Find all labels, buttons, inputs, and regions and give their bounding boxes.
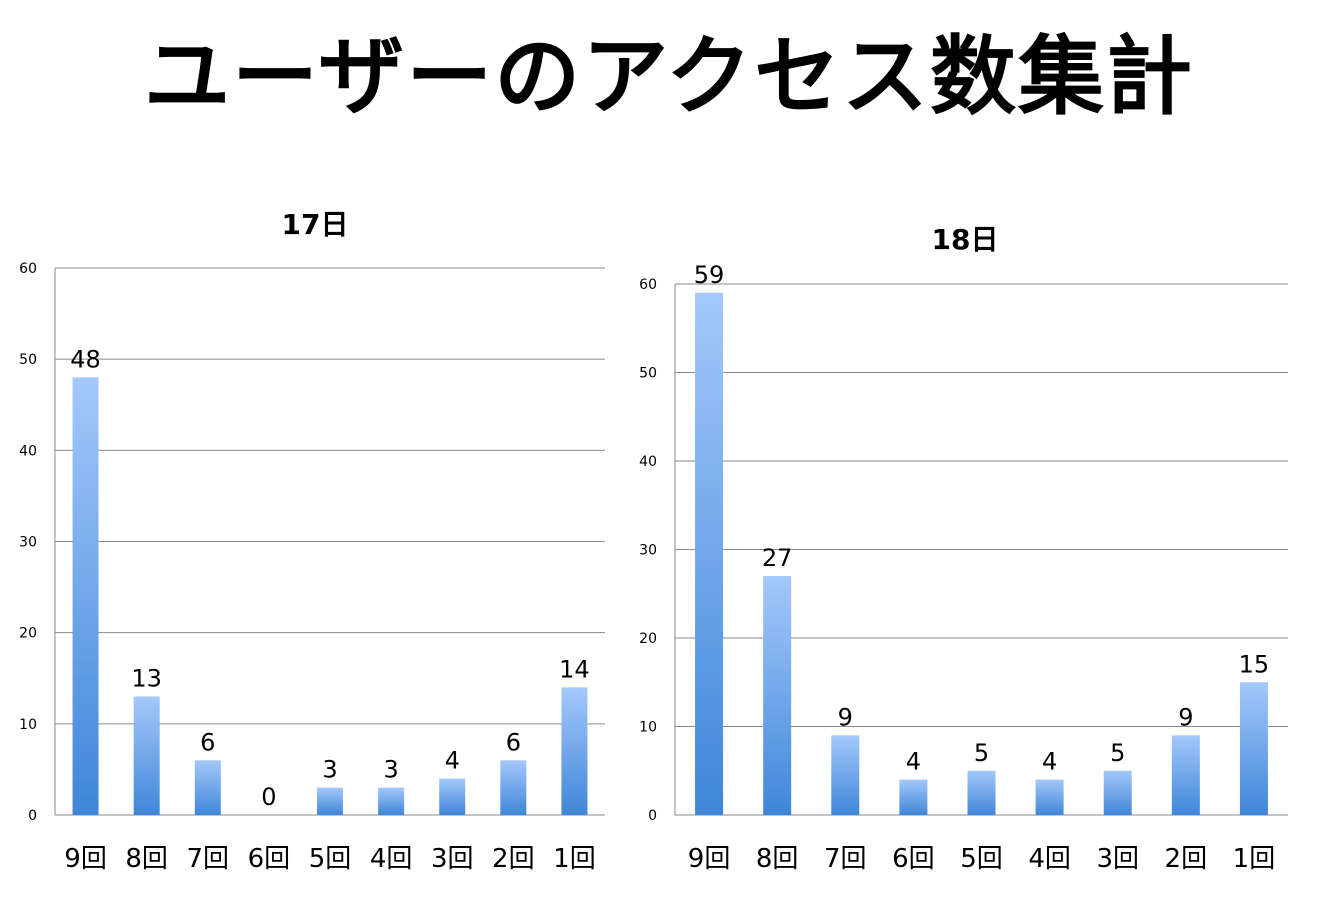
bar bbox=[899, 779, 928, 815]
bar bbox=[378, 787, 405, 815]
y-tick-label: 10 bbox=[19, 717, 37, 733]
data-label: 48 bbox=[70, 345, 101, 373]
data-label: 59 bbox=[694, 261, 725, 289]
bar bbox=[1171, 735, 1200, 815]
y-tick-label: 0 bbox=[648, 808, 657, 824]
x-tick-label: 2回 bbox=[492, 844, 535, 874]
x-tick-label: 6回 bbox=[248, 844, 291, 874]
y-tick-label: 20 bbox=[639, 631, 657, 647]
data-label: 6 bbox=[506, 728, 521, 756]
data-label: 4 bbox=[906, 748, 921, 776]
data-label: 27 bbox=[762, 544, 793, 572]
data-label: 9 bbox=[1178, 703, 1193, 731]
bar bbox=[1239, 682, 1268, 815]
chart-18: 18日 0 10 20 30 40 50 60 59 9回 27 8回 9 7回 4 6回 5 5回 4 4回 5 3回 9… bbox=[639, 223, 1288, 874]
x-tick-label: 6回 bbox=[892, 844, 935, 874]
data-label: 9 bbox=[838, 703, 853, 731]
bar bbox=[1103, 770, 1132, 815]
bar bbox=[967, 770, 996, 815]
y-tick-label: 0 bbox=[28, 808, 37, 824]
data-label: 5 bbox=[1110, 739, 1125, 767]
bar bbox=[695, 292, 724, 816]
data-label: 5 bbox=[974, 739, 989, 767]
bar bbox=[72, 377, 99, 815]
x-tick-label: 9回 bbox=[64, 844, 107, 874]
bar bbox=[439, 778, 466, 815]
x-tick-label: 8回 bbox=[756, 844, 799, 874]
x-tick-label: 8回 bbox=[125, 844, 168, 874]
data-label: 15 bbox=[1239, 650, 1270, 678]
data-label: 6 bbox=[200, 728, 215, 756]
chart-title: 18日 bbox=[932, 223, 999, 256]
data-label: 3 bbox=[322, 756, 337, 784]
y-tick-label: 60 bbox=[639, 277, 657, 293]
bar bbox=[194, 760, 221, 815]
y-tick-label: 50 bbox=[19, 352, 37, 368]
data-label: 14 bbox=[559, 655, 590, 683]
data-label: 13 bbox=[131, 664, 162, 692]
y-tick-label: 30 bbox=[639, 543, 657, 559]
bar bbox=[831, 735, 860, 815]
x-tick-label: 5回 bbox=[309, 844, 352, 874]
y-tick-label: 60 bbox=[19, 261, 37, 277]
x-tick-label: 5回 bbox=[960, 844, 1003, 874]
x-tick-label: 3回 bbox=[431, 844, 474, 874]
bar bbox=[1035, 779, 1064, 815]
data-label: 3 bbox=[383, 756, 398, 784]
y-tick-label: 30 bbox=[19, 535, 37, 551]
x-tick-label: 4回 bbox=[370, 844, 413, 874]
x-tick-label: 7回 bbox=[824, 844, 867, 874]
page-title: ユーザーのアクセス数集計 bbox=[144, 27, 1194, 127]
x-tick-label: 9回 bbox=[688, 844, 731, 874]
bar bbox=[561, 687, 588, 815]
x-tick-label: 2回 bbox=[1165, 844, 1208, 874]
data-label: 4 bbox=[1042, 748, 1057, 776]
chart-17: 17日 0 10 20 30 40 50 60 48 9回 13 8回 6 7回 0 6回 3 5回 3 4回 4 3回 6… bbox=[19, 208, 605, 874]
data-label: 0 bbox=[261, 783, 276, 811]
x-tick-label: 1回 bbox=[1233, 844, 1276, 874]
y-tick-label: 10 bbox=[639, 720, 657, 736]
y-tick-label: 40 bbox=[19, 443, 37, 459]
y-tick-label: 50 bbox=[639, 366, 657, 382]
y-tick-label: 40 bbox=[639, 454, 657, 470]
bar bbox=[763, 576, 792, 815]
x-tick-label: 4回 bbox=[1028, 844, 1071, 874]
bar bbox=[133, 696, 160, 815]
bar bbox=[500, 760, 527, 815]
x-tick-label: 3回 bbox=[1096, 844, 1139, 874]
bar bbox=[317, 787, 343, 815]
chart-title: 17日 bbox=[282, 208, 349, 241]
x-tick-label: 1回 bbox=[553, 844, 596, 874]
data-label: 4 bbox=[445, 747, 460, 775]
x-tick-label: 7回 bbox=[187, 844, 230, 874]
y-tick-label: 20 bbox=[19, 626, 37, 642]
